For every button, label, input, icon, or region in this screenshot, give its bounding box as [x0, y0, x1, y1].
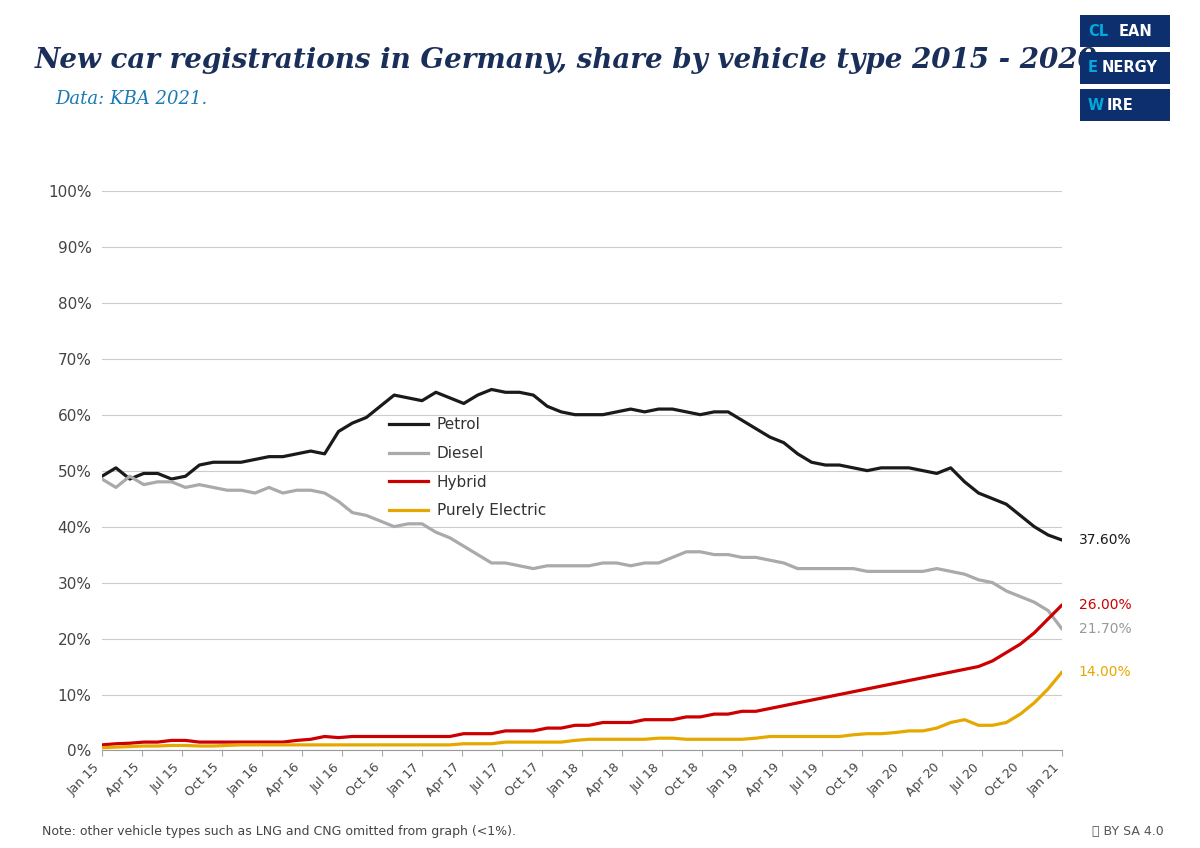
Text: E: E [1088, 60, 1098, 75]
Text: IRE: IRE [1108, 98, 1134, 113]
Bar [1080, 15, 1170, 47]
Text: 26.00%: 26.00% [1079, 598, 1132, 612]
Text: 37.60%: 37.60% [1079, 533, 1132, 547]
Text: NERGY: NERGY [1102, 60, 1157, 75]
Text: 14.00%: 14.00% [1079, 665, 1132, 679]
Text: W: W [1088, 98, 1104, 113]
Text: New car registrations in Germany, share by vehicle type 2015 - 2020.: New car registrations in Germany, share … [35, 47, 1108, 74]
Text: Data: KBA 2021.: Data: KBA 2021. [55, 90, 208, 108]
Text: EAN: EAN [1120, 24, 1153, 38]
Text: 21.70%: 21.70% [1079, 622, 1132, 636]
Text: Note: other vehicle types such as LNG and CNG omitted from graph (<1%).: Note: other vehicle types such as LNG an… [42, 825, 516, 838]
Text: CL: CL [1088, 24, 1108, 38]
Text: Ⓒ BY SA 4.0: Ⓒ BY SA 4.0 [1092, 825, 1164, 838]
Bar [1080, 52, 1170, 84]
Legend: Petrol, Diesel, Hybrid, Purely Electric: Petrol, Diesel, Hybrid, Purely Electric [383, 411, 552, 525]
Bar [1080, 89, 1170, 121]
